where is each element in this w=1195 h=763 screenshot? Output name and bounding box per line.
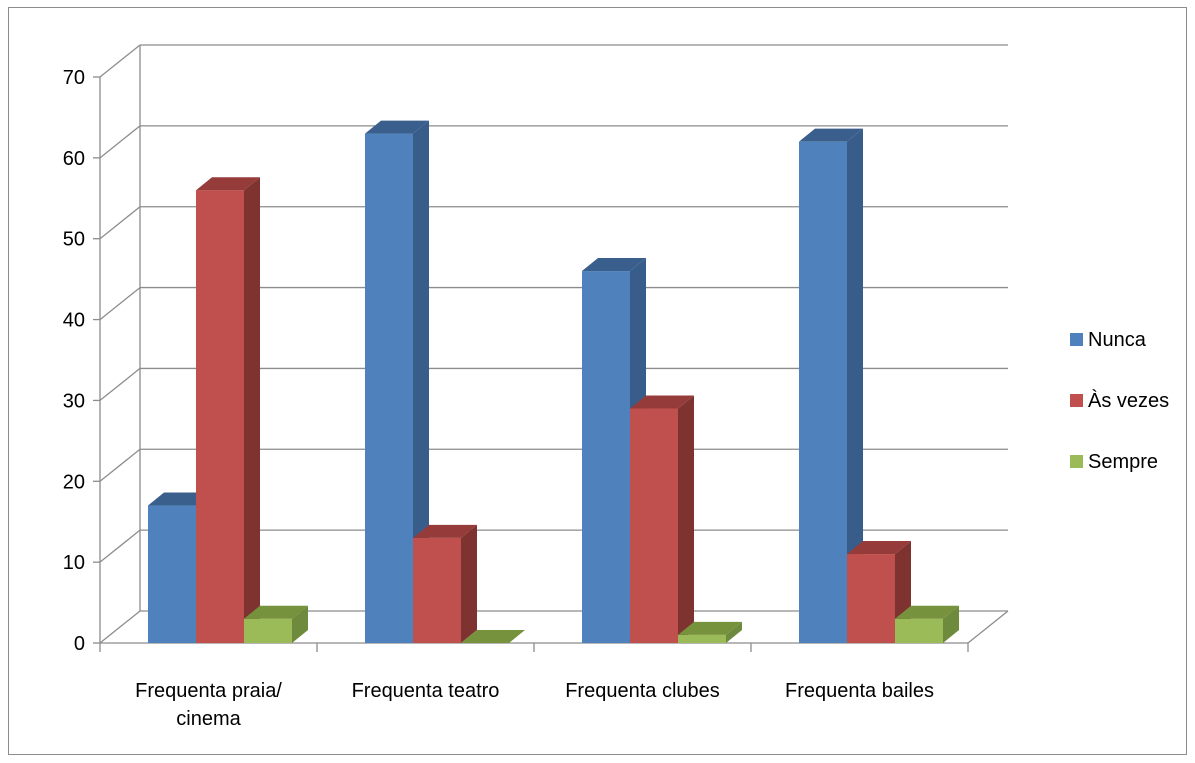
bar-top-face <box>244 605 308 619</box>
y-tick-label-20: 20 <box>63 471 85 493</box>
chart-walls <box>139 45 1009 644</box>
floor-right-edge <box>967 610 1009 644</box>
gridline-side-30 <box>99 367 141 401</box>
bar-side-face <box>461 524 477 643</box>
y-tick-label-60: 60 <box>63 148 85 170</box>
bar-front-face <box>630 408 678 643</box>
legend-swatch-1 <box>1070 394 1083 407</box>
y-tick-label-0: 0 <box>74 633 85 655</box>
y-tick-label-10: 10 <box>63 552 85 574</box>
gridline-side-10 <box>99 529 141 563</box>
bar-side-face <box>292 605 308 643</box>
bar-side-face <box>847 128 863 643</box>
bar-Nunca-Frequenta teatro <box>365 120 429 644</box>
bar-top-face <box>365 120 429 134</box>
gridline-side-70 <box>99 44 141 78</box>
y-tick-label-30: 30 <box>63 390 85 412</box>
bar-Sempre-Frequenta bailes <box>895 605 959 643</box>
legend-label-2: Sempre <box>1088 451 1158 473</box>
bar-side-face <box>726 621 742 643</box>
gridline-side-0 <box>99 610 141 644</box>
x-tick-label-0-0: Frequenta praia/ <box>135 680 282 702</box>
x-axis: Frequenta praia/cinema Frequenta teatro Fr… <box>99 642 969 730</box>
bar-top-face <box>847 541 911 555</box>
legend-swatch-0 <box>1070 333 1083 346</box>
bar-front-face <box>196 190 244 643</box>
bar-top-face <box>895 605 959 619</box>
bar-Às vezes-Frequenta praia/ cinema <box>196 177 260 643</box>
gridline-side-20 <box>99 448 141 482</box>
bar-Sempre-Frequenta praia/ cinema <box>244 605 308 643</box>
bar-Sempre-Frequenta teatro <box>461 630 525 643</box>
bar-top-face <box>582 258 646 272</box>
y-tick-label-70: 70 <box>63 67 85 89</box>
x-tick-label-3-0: Frequenta bailes <box>785 680 934 702</box>
y-axis: 0 10 20 30 40 50 60 70 <box>63 67 101 655</box>
bar-front-face <box>799 141 847 643</box>
bar-Às vezes-Frequenta teatro <box>413 524 477 643</box>
y-tick-label-50: 50 <box>63 229 85 251</box>
legend-label-1: Às vezes <box>1088 389 1169 412</box>
bar-side-face <box>244 177 260 643</box>
y-tick-label-40: 40 <box>63 310 85 332</box>
x-tick-label-1-0: Frequenta teatro <box>352 680 500 702</box>
bar-top-face <box>678 621 742 635</box>
gridlines <box>99 44 1008 644</box>
bar-Sempre-Frequenta clubes <box>678 621 742 643</box>
x-tick-label-2-0: Frequenta clubes <box>565 680 720 702</box>
gridline-side-60 <box>99 125 141 159</box>
bar-front-face <box>678 634 726 643</box>
bar-front-face <box>148 505 196 643</box>
bar-front-face <box>365 133 413 643</box>
bar-top-face <box>461 630 525 643</box>
bar-front-face <box>582 271 630 643</box>
gridline-side-50 <box>99 206 141 240</box>
bars <box>148 120 959 644</box>
bar-top-face <box>413 524 477 538</box>
bar-front-face <box>413 537 461 643</box>
bar-top-face <box>196 177 260 191</box>
legend-label-0: Nunca <box>1088 329 1147 351</box>
bar-side-face <box>943 605 959 643</box>
x-tick-label-0-1: cinema <box>176 708 241 730</box>
bar-top-face <box>799 128 863 142</box>
legend-swatch-2 <box>1070 455 1083 468</box>
bar-side-face <box>413 120 429 644</box>
bar-front-face <box>244 618 292 643</box>
bar-front-face <box>895 618 943 643</box>
legend: Nunca Às vezes Sempre <box>1070 329 1169 473</box>
bar-front-face <box>847 554 895 643</box>
bar-Nunca-Frequenta bailes <box>799 128 863 643</box>
gridline-side-40 <box>99 287 141 321</box>
bar-Às vezes-Frequenta clubes <box>630 395 694 643</box>
bar-side-face <box>678 395 694 643</box>
bar-top-face <box>630 395 694 409</box>
